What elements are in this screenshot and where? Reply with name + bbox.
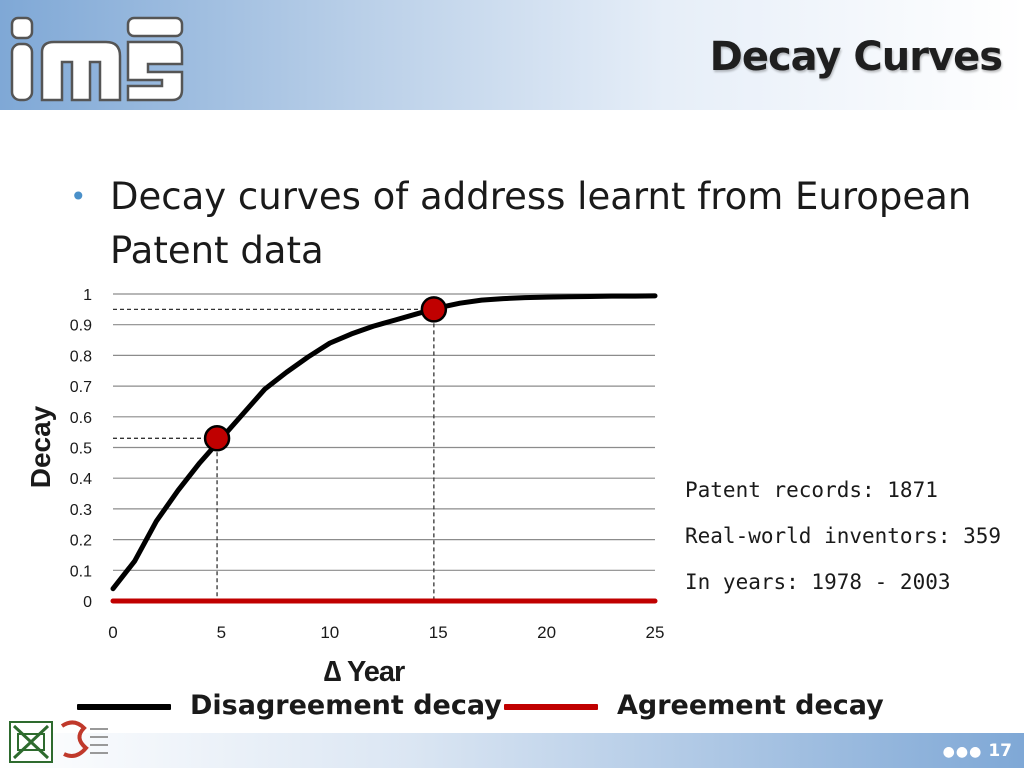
info-years: In years: 1978 - 2003 [685,570,951,594]
info-inventors: Real-world inventors: 359 [685,524,1002,548]
x-tick-label: 5 [217,623,226,642]
x-tick-label: 10 [320,623,339,642]
university-logos [9,720,108,763]
slide-footer [0,733,1024,768]
y-tick-label: 0.1 [70,563,92,580]
legend-disagreement-line [77,704,171,710]
x-axis-label: ∆ Year [324,656,405,688]
y-tick-label: 0.4 [70,471,92,488]
slide-title: Decay Curves [709,34,1003,80]
y-tick-label: 0.9 [70,318,92,335]
legend-disagreement-label: Disagreement decay [190,690,502,721]
y-tick-label: 0.6 [70,410,92,427]
legend-agreement-line [504,704,598,710]
y-tick-label: 0.8 [70,348,92,365]
page-dots-icon: ●●● [942,744,983,760]
x-tick-label: 0 [108,623,117,642]
x-tick-label: 20 [537,623,556,642]
data-marker-0 [203,425,231,452]
y-axis-label: Decay [25,405,56,488]
y-tick-label: 0.5 [70,441,92,458]
legend-agreement-label: Agreement decay [617,690,884,721]
x-tick-label: 15 [429,623,448,642]
decay-chart: 00.10.20.30.40.50.60.70.80.910 5 10 15 20 25∆… [25,287,665,688]
page-number: ●●● 17 [943,741,1012,761]
y-tick-label: 1 [83,287,92,304]
series-line-disagreement-decay [110,293,658,592]
data-marker-1 [420,296,448,323]
y-tick-label: 0.2 [70,533,92,550]
imi-logo [10,16,184,102]
y-tick-label: 0.7 [70,379,92,396]
bullet-icon: • [70,180,87,213]
y-tick-label: 0.3 [70,502,92,519]
bullet-text: Decay curves of address learnt from Euro… [110,175,972,272]
info-patent-records: Patent records: 1871 [685,478,938,502]
page-number-value: 17 [988,741,1012,761]
x-tick-label: 25 [646,623,665,642]
y-tick-label: 0 [83,594,92,611]
